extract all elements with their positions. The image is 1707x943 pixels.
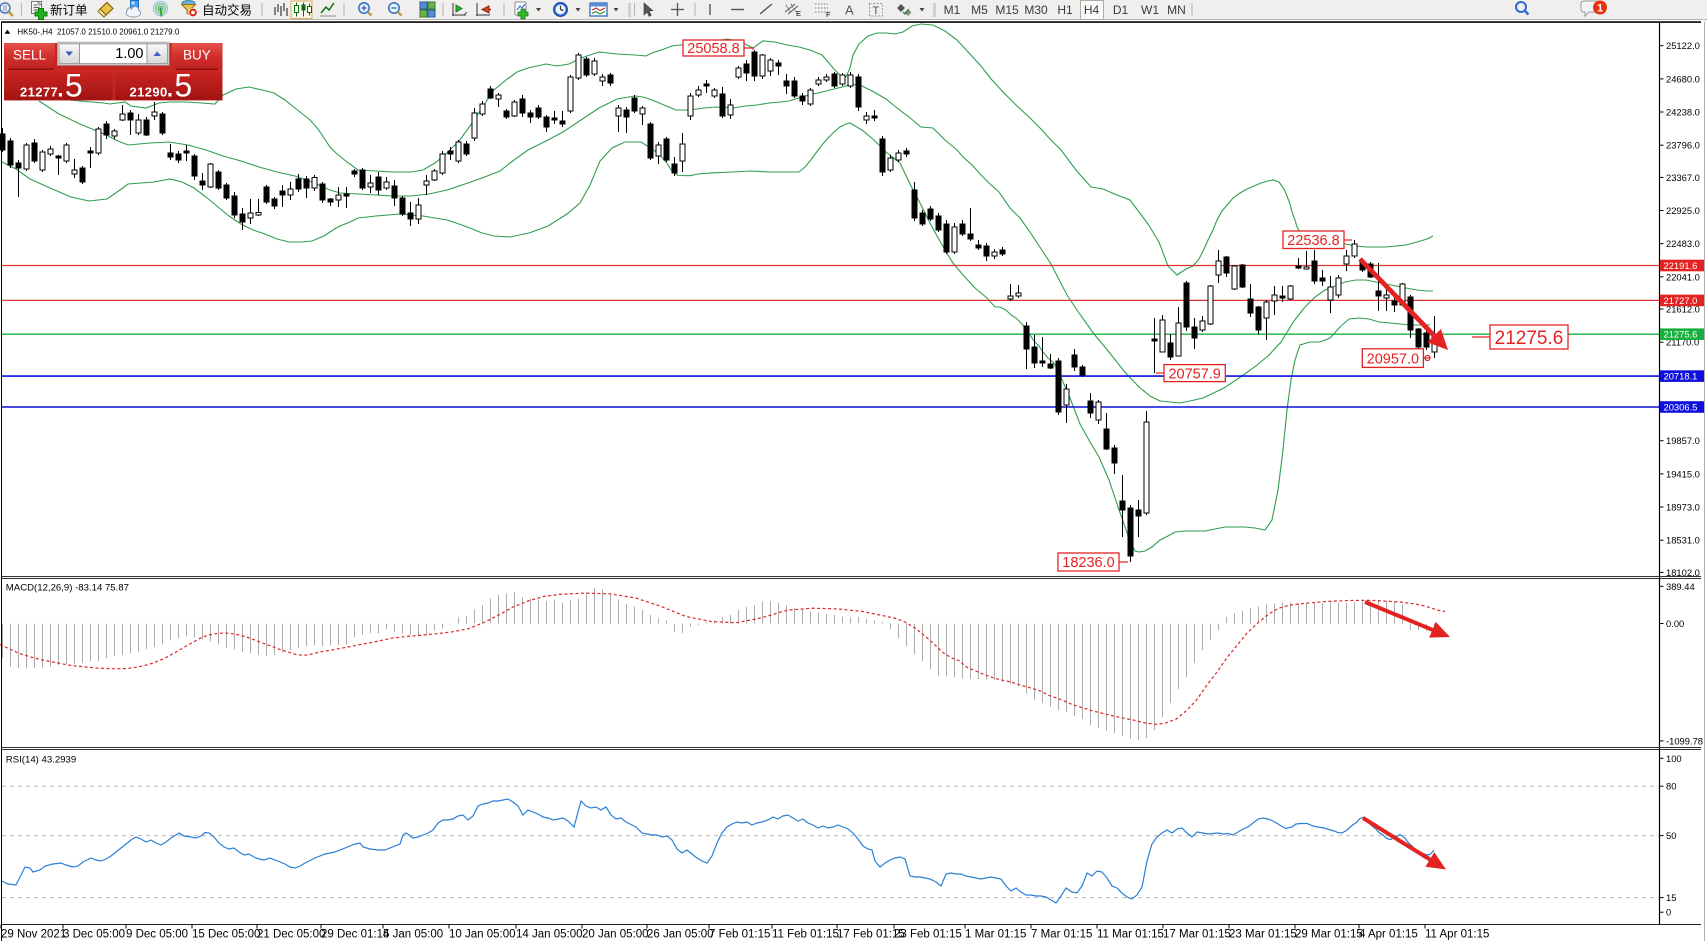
svg-text:20 Jan 05:00: 20 Jan 05:00 [582, 929, 649, 941]
svg-text:22041.0: 22041.0 [1666, 271, 1700, 282]
svg-text:29 Mar 01:15: 29 Mar 01:15 [1295, 929, 1363, 941]
svg-text:15: 15 [1666, 892, 1676, 903]
svg-text:17 Mar 01:15: 17 Mar 01:15 [1163, 929, 1231, 941]
svg-text:11 Apr 01:15: 11 Apr 01:15 [1425, 929, 1489, 941]
svg-text:24680.0: 24680.0 [1666, 73, 1700, 84]
svg-text:23 Mar 01:15: 23 Mar 01:15 [1229, 929, 1297, 941]
svg-text:20757.9: 20757.9 [1168, 366, 1220, 382]
svg-text:21290: 21290 [130, 85, 168, 100]
svg-text:18102.0: 18102.0 [1666, 567, 1700, 578]
svg-text:25122.0: 25122.0 [1666, 40, 1700, 51]
svg-text:389.44: 389.44 [1666, 581, 1695, 592]
svg-text:.5: .5 [166, 68, 193, 104]
svg-text:W1: W1 [1141, 3, 1159, 17]
svg-text:21612.0: 21612.0 [1666, 304, 1700, 315]
svg-text:H1: H1 [1057, 3, 1073, 17]
svg-text:4 Apr 01:15: 4 Apr 01:15 [1359, 929, 1418, 941]
svg-text:RSI(14) 43.2939: RSI(14) 43.2939 [6, 755, 76, 766]
svg-text:50: 50 [1666, 830, 1676, 841]
svg-text:M30: M30 [1024, 3, 1048, 17]
svg-text:D1: D1 [1113, 3, 1129, 17]
svg-text:0.00: 0.00 [1666, 618, 1684, 629]
svg-text:21 Dec 05:00: 21 Dec 05:00 [257, 929, 325, 941]
svg-text:1 Mar 01:15: 1 Mar 01:15 [965, 929, 1026, 941]
svg-text:19857.0: 19857.0 [1666, 435, 1700, 446]
svg-text:21727.0: 21727.0 [1664, 295, 1698, 306]
svg-text:26 Jan 05:00: 26 Jan 05:00 [647, 929, 714, 941]
svg-text:4 Jan 05:00: 4 Jan 05:00 [383, 929, 443, 941]
svg-text:21170.0: 21170.0 [1666, 337, 1699, 348]
svg-text:18531.0: 18531.0 [1666, 535, 1700, 546]
svg-text:A: A [845, 3, 854, 18]
svg-text:80: 80 [1666, 781, 1676, 792]
svg-text:23796.0: 23796.0 [1666, 140, 1700, 151]
svg-text:9 Dec 05:00: 9 Dec 05:00 [126, 929, 188, 941]
svg-text:1: 1 [1597, 3, 1603, 15]
svg-text:22925.0: 22925.0 [1666, 205, 1700, 216]
svg-text:23367.0: 23367.0 [1666, 172, 1700, 183]
svg-text:18236.0: 18236.0 [1062, 555, 1114, 571]
svg-text:22191.6: 22191.6 [1664, 260, 1698, 271]
svg-text:20306.5: 20306.5 [1664, 402, 1698, 413]
svg-text:HK50-,H4 21057.0 21510.0 2096: HK50-,H4 21057.0 21510.0 20961.0 21279.0 [17, 28, 179, 37]
svg-text:M1: M1 [944, 3, 961, 17]
svg-text:.5: .5 [56, 68, 83, 104]
svg-text:14 Jan 05:00: 14 Jan 05:00 [516, 929, 583, 941]
svg-text:22536.8: 22536.8 [1287, 233, 1339, 249]
svg-text:1.00: 1.00 [115, 46, 143, 62]
svg-text:M5: M5 [971, 3, 988, 17]
svg-text:BUY: BUY [183, 48, 211, 63]
svg-text:23 Feb 01:15: 23 Feb 01:15 [894, 929, 962, 941]
svg-text:18973.0: 18973.0 [1666, 502, 1700, 513]
svg-text:100: 100 [1666, 753, 1682, 764]
svg-text:17 Feb 01:15: 17 Feb 01:15 [837, 929, 905, 941]
svg-text:MN: MN [1167, 3, 1186, 17]
svg-text:20957.0: 20957.0 [1367, 351, 1419, 367]
svg-text:24238.0: 24238.0 [1666, 107, 1700, 118]
svg-text:E: E [796, 9, 801, 18]
svg-text:25058.8: 25058.8 [687, 41, 739, 57]
svg-text:MACD(12,26,9) -83.14 75.87: MACD(12,26,9) -83.14 75.87 [6, 583, 129, 594]
svg-text:19415.0: 19415.0 [1666, 468, 1700, 479]
svg-text:T: T [873, 5, 880, 17]
svg-text:3 Dec 05:00: 3 Dec 05:00 [63, 929, 125, 941]
svg-text:M15: M15 [995, 3, 1019, 17]
svg-text:11 Mar 01:15: 11 Mar 01:15 [1097, 929, 1164, 941]
svg-text:21277: 21277 [20, 85, 58, 100]
svg-text:自动交易: 自动交易 [202, 3, 252, 18]
svg-text:22483.0: 22483.0 [1666, 238, 1700, 249]
svg-text:0: 0 [1666, 907, 1671, 918]
svg-text:20718.1: 20718.1 [1664, 371, 1698, 382]
svg-text:新订单: 新订单 [50, 3, 88, 18]
svg-text:-1099.78: -1099.78 [1666, 735, 1703, 746]
svg-text:11 Feb 01:15: 11 Feb 01:15 [772, 929, 839, 941]
svg-text:21275.6: 21275.6 [1664, 329, 1698, 340]
svg-text:15 Dec 05:00: 15 Dec 05:00 [192, 929, 260, 941]
svg-text:SELL: SELL [13, 48, 47, 63]
svg-text:21275.6: 21275.6 [1495, 328, 1564, 349]
svg-text:29 Nov 2021: 29 Nov 2021 [1, 929, 66, 941]
svg-text:10 Jan 05:00: 10 Jan 05:00 [449, 929, 516, 941]
svg-text:F: F [826, 10, 831, 19]
svg-text:7 Mar 01:15: 7 Mar 01:15 [1031, 929, 1092, 941]
svg-text:29 Dec 01:15: 29 Dec 01:15 [321, 929, 389, 941]
svg-text:7 Feb 01:15: 7 Feb 01:15 [709, 929, 770, 941]
svg-text:H4: H4 [1084, 3, 1100, 17]
